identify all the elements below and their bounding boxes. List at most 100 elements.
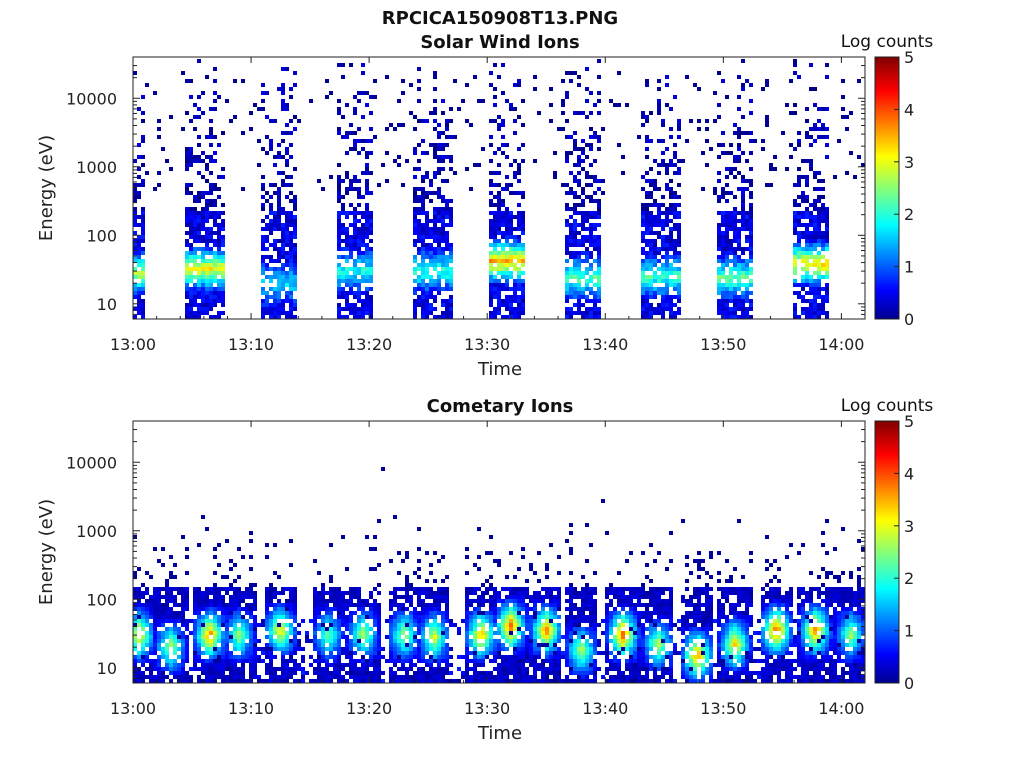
heatmap-cell (285, 103, 289, 107)
heatmap-cell (813, 175, 817, 179)
heatmap-cell (489, 587, 493, 591)
heatmap-cell (169, 627, 173, 631)
heatmap-cell (369, 151, 373, 155)
heatmap-cell (721, 211, 725, 215)
heatmap-cell (269, 627, 273, 631)
heatmap-cell (749, 83, 753, 87)
heatmap-cell (325, 599, 329, 603)
heatmap-cell (717, 115, 721, 119)
heatmap-cell (489, 671, 493, 675)
heatmap-cell (429, 231, 433, 235)
heatmap-cell (265, 267, 269, 271)
heatmap-cell (489, 291, 493, 295)
heatmap-cell (449, 119, 453, 123)
heatmap-cell (361, 291, 365, 295)
heatmap-cell (649, 315, 653, 319)
heatmap-cell (181, 647, 185, 651)
heatmap-cell (505, 235, 509, 239)
heatmap-cell (433, 315, 437, 319)
heatmap-cell (725, 259, 729, 263)
heatmap-cell (441, 599, 445, 603)
heatmap-cell (537, 631, 541, 635)
heatmap-cell (493, 151, 497, 155)
heatmap-cell (745, 311, 749, 315)
heatmap-cell (513, 263, 517, 267)
heatmap-cell (149, 623, 153, 627)
heatmap-cell (653, 255, 657, 259)
heatmap-cell (513, 243, 517, 247)
heatmap-cell (293, 635, 297, 639)
heatmap-cell (221, 271, 225, 275)
heatmap-cell (425, 311, 429, 315)
heatmap-cell (425, 283, 429, 287)
heatmap-cell (369, 171, 373, 175)
heatmap-cell (369, 259, 373, 263)
heatmap-cell (533, 599, 537, 603)
heatmap-cell (657, 267, 661, 271)
heatmap-cell (189, 235, 193, 239)
heatmap-cell (505, 303, 509, 307)
heatmap-cell (401, 651, 405, 655)
heatmap-cell (469, 611, 473, 615)
heatmap-cell (177, 591, 181, 595)
heatmap-cell (269, 227, 273, 231)
heatmap-cell (285, 635, 289, 639)
heatmap-cell (233, 679, 237, 683)
heatmap-cell (333, 659, 337, 663)
heatmap-cell (417, 679, 421, 683)
heatmap-cell (585, 279, 589, 283)
heatmap-cell (213, 91, 217, 95)
heatmap-cell (813, 239, 817, 243)
heatmap-cell (185, 643, 189, 647)
heatmap-cell (437, 231, 441, 235)
heatmap-cell (737, 155, 741, 159)
heatmap-cell (597, 259, 601, 263)
heatmap-cell (209, 239, 213, 243)
heatmap-cell (217, 251, 221, 255)
heatmap-cell (213, 67, 217, 71)
heatmap-cell (149, 615, 153, 619)
heatmap-cell (481, 671, 485, 675)
heatmap-cell (425, 615, 429, 619)
heatmap-cell (509, 259, 513, 263)
heatmap-cell (189, 291, 193, 295)
heatmap-cell (813, 215, 817, 219)
heatmap-cell (149, 647, 153, 651)
heatmap-cell (413, 679, 417, 683)
heatmap-cell (261, 183, 265, 187)
heatmap-cell (429, 663, 433, 667)
heatmap-cell (673, 267, 677, 271)
heatmap-cell (413, 187, 417, 191)
heatmap-cell (389, 635, 393, 639)
heatmap-cell (493, 239, 497, 243)
heatmap-cell (349, 591, 353, 595)
heatmap-cell (577, 271, 581, 275)
heatmap-cell (577, 243, 581, 247)
heatmap-cell (469, 615, 473, 619)
heatmap-cell (517, 171, 521, 175)
heatmap-cell (573, 231, 577, 235)
heatmap-cell (825, 135, 829, 139)
heatmap-cell (245, 659, 249, 663)
heatmap-cell (517, 79, 521, 83)
heatmap-cell (485, 631, 489, 635)
heatmap-cell (573, 255, 577, 259)
heatmap-cell (353, 175, 357, 179)
heatmap-cell (517, 603, 521, 607)
heatmap-cell (377, 607, 381, 611)
heatmap-cell (149, 675, 153, 679)
heatmap-cell (521, 279, 525, 283)
heatmap-cell (501, 263, 505, 267)
heatmap-cell (437, 195, 441, 199)
heatmap-cell (169, 667, 173, 671)
heatmap-cell (649, 243, 653, 247)
heatmap-cell (361, 299, 365, 303)
heatmap-cell (477, 663, 481, 667)
heatmap-cell (497, 647, 501, 651)
heatmap-cell (737, 275, 741, 279)
heatmap-cell (189, 211, 193, 215)
heatmap-cell (209, 675, 213, 679)
heatmap-cell (741, 211, 745, 215)
heatmap-cell (429, 679, 433, 683)
heatmap-cell (521, 263, 525, 267)
